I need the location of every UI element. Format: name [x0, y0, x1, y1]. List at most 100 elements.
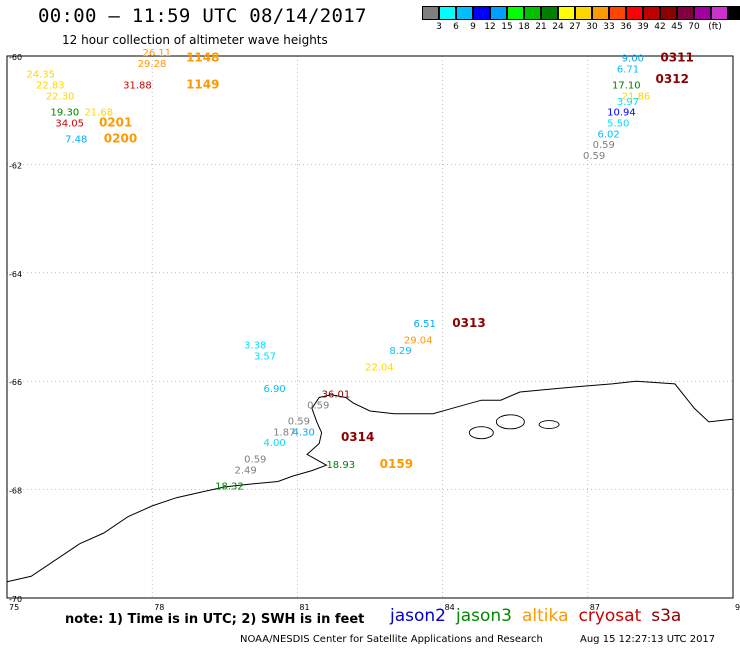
colorbar-swatch [609, 6, 626, 20]
wave-height-label: 36.01 [322, 389, 351, 400]
wave-height-label: 6.90 [264, 384, 286, 395]
chart-title: 00:00 — 11:59 UTC 08/14/2017 [38, 5, 367, 27]
pass-time-label: 0313 [452, 316, 485, 330]
lake-outline [468, 426, 494, 440]
wave-height-label: 2.49 [234, 465, 256, 476]
credit-text: NOAA/NESDIS Center for Satellite Applica… [240, 634, 543, 645]
footer-note: note: 1) Time is in UTC; 2) SWH is in fe… [65, 612, 365, 627]
colorbar-tick-label: 42 [654, 22, 666, 32]
colorbar-tick-label: 15 [501, 22, 513, 32]
colorbar-tick-label: 33 [603, 22, 615, 32]
y-tick-label: -66 [9, 378, 22, 387]
wave-height-label: 6.02 [597, 129, 619, 140]
wave-height-label: 29.04 [404, 335, 433, 346]
y-tick-label: -70 [9, 595, 22, 604]
colorbar-tick-label: 24 [552, 22, 564, 32]
wave-height-label: 24.35 [26, 70, 55, 81]
colorbar-tick-label: 21 [535, 22, 547, 32]
wave-height-label: 0.59 [288, 417, 310, 428]
wave-height-label: 34.05 [55, 118, 84, 129]
x-tick-label: 78 [154, 603, 164, 612]
pass-time-label: 0314 [341, 430, 374, 444]
pass-time-label: 0200 [104, 132, 137, 146]
coastline [6, 380, 734, 583]
colorbar [422, 6, 740, 20]
colorbar-swatch [456, 6, 473, 20]
colorbar-swatch [490, 6, 507, 20]
wave-height-label: 22.30 [46, 91, 75, 102]
colorbar-swatch [728, 6, 740, 20]
colorbar-ticks: 3 6 9 12 15 18 21 24 27 30 33 36 39 42 45 70 (ft) [422, 22, 740, 34]
colorbar-swatch [660, 6, 677, 20]
wave-height-label: 7.48 [65, 135, 87, 146]
wave-height-label: 1.87 [273, 427, 295, 438]
pass-time-label: 0159 [380, 457, 413, 471]
colorbar-swatch [507, 6, 524, 20]
colorbar-swatch [694, 6, 711, 20]
colorbar-swatch [422, 6, 439, 20]
colorbar-tick-label: 18 [518, 22, 530, 32]
wave-height-label: 29.28 [138, 59, 167, 70]
wave-height-label: 17.10 [612, 81, 641, 92]
colorbar-tick-label: (ft) [708, 22, 722, 32]
pass-time-label: 0201 [99, 115, 132, 129]
colorbar-tick-label: 9 [470, 22, 476, 32]
wave-height-label: 4.30 [293, 427, 315, 438]
wave-height-label: 21.86 [622, 91, 651, 102]
wave-height-label: 3.38 [244, 341, 266, 352]
satellite-altika: altika [522, 606, 569, 626]
wave-height-label: 22.83 [36, 81, 65, 92]
colorbar-tick-label: 45 [671, 22, 683, 32]
x-tick-label: 87 [590, 603, 600, 612]
pass-time-label: 0312 [656, 72, 689, 86]
satellite-cryosat: cryosat [578, 606, 642, 626]
y-tick-label: -62 [9, 161, 22, 170]
wave-height-label: 3.57 [254, 352, 276, 363]
wave-height-label: 9.00 [622, 53, 644, 64]
colorbar-swatch [575, 6, 592, 20]
wave-height-label: 6.71 [617, 64, 639, 75]
timestamp-text: Aug 15 12:27:13 UTC 2017 [580, 634, 716, 645]
colorbar-tick-label: 27 [569, 22, 581, 32]
colorbar-swatch [558, 6, 575, 20]
wave-height-label: 5.50 [607, 118, 629, 129]
y-tick-label: -68 [9, 487, 22, 496]
x-tick-label: 81 [299, 603, 309, 612]
colorbar-tick-label: 39 [637, 22, 649, 32]
x-tick-label: 84 [445, 603, 455, 612]
colorbar-tick-label: 36 [620, 22, 632, 32]
wave-height-label: 21.68 [84, 108, 113, 119]
lake-outline [538, 420, 560, 430]
plot-frame [6, 55, 734, 599]
colorbar-tick-label: 30 [586, 22, 598, 32]
wave-height-label: 18.32 [215, 482, 244, 493]
wave-height-label: 31.88 [123, 81, 152, 92]
colorbar-swatch [473, 6, 490, 20]
colorbar-tick-label: 6 [453, 22, 459, 32]
wave-height-label: 0.59 [244, 455, 266, 466]
satellite-legend: jason2 jason3 altika cryosat s3a [390, 606, 691, 626]
wave-height-label: 0.59 [583, 151, 605, 162]
lake-outline [495, 414, 525, 430]
colorbar-tick-label: 70 [688, 22, 700, 32]
wave-height-label: 8.29 [389, 346, 411, 357]
colorbar-swatch [643, 6, 660, 20]
satellite-jason3: jason3 [456, 606, 512, 626]
colorbar-swatch [711, 6, 728, 20]
colorbar-swatch [592, 6, 609, 20]
colorbar-swatch [524, 6, 541, 20]
wave-height-label: 22.04 [365, 362, 394, 373]
wave-height-label: 18.93 [326, 460, 355, 471]
wave-height-label: 6.51 [414, 319, 436, 330]
colorbar-swatch [439, 6, 456, 20]
colorbar-tick-label: 3 [436, 22, 442, 32]
y-tick-label: -60 [9, 53, 22, 62]
x-tick-label: 90 [735, 603, 740, 612]
colorbar-swatch [626, 6, 643, 20]
colorbar-swatch [541, 6, 558, 20]
wave-height-label: 4.00 [264, 438, 286, 449]
satellite-jason2: jason2 [390, 606, 446, 626]
pass-time-label: 1149 [186, 78, 219, 92]
